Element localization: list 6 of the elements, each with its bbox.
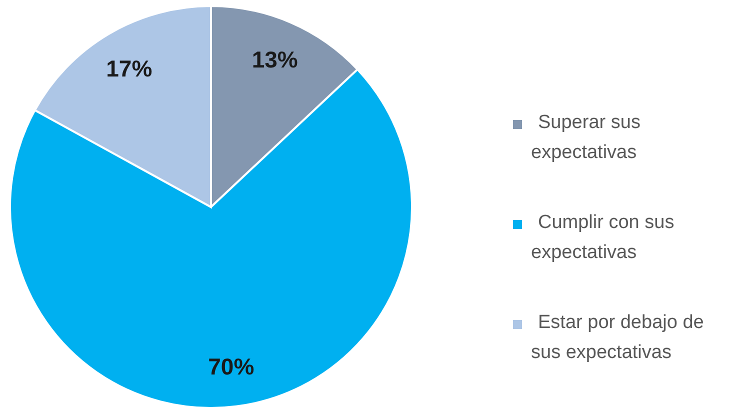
data-label: 17% (106, 56, 152, 82)
legend-label: Cumplir con sus expectativas (531, 212, 674, 263)
legend-label: Estar por debajo de sus expectativas (531, 312, 704, 363)
legend-label: Superar sus expectativas (531, 112, 640, 163)
data-label: 13% (252, 46, 298, 72)
data-label: 70% (208, 354, 254, 380)
